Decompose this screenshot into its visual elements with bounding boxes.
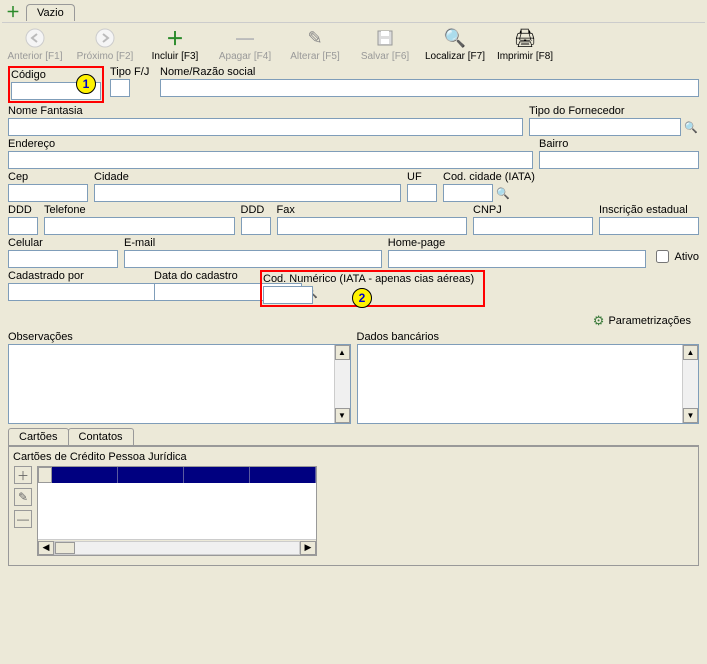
minus-icon: — [234, 27, 256, 49]
ddd1-input[interactable] [8, 217, 38, 235]
scrollbar[interactable]: ▲▼ [334, 345, 350, 423]
toolbar-localizar[interactable]: 🔍 Localizar [F7] [428, 27, 482, 62]
plus-icon: ＋ [164, 27, 186, 49]
ddd1-label: DDD [8, 204, 38, 216]
nomerazao-label: Nome/Razão social [160, 66, 699, 78]
codnumerico-label: Cod. Numérico (IATA - apenas cias aéreas… [263, 273, 482, 285]
toolbar-label: Próximo [F2] [77, 51, 134, 62]
ddd2-input[interactable] [241, 217, 271, 235]
toolbar-label: Imprimir [F8] [497, 51, 553, 62]
cep-label: Cep [8, 171, 88, 183]
dadosbancarios-textarea[interactable] [358, 345, 683, 423]
uf-input[interactable] [407, 184, 437, 202]
telefone-label: Telefone [44, 204, 235, 216]
toolbar-label: Anterior [F1] [7, 51, 62, 62]
ddd2-label: DDD [241, 204, 271, 216]
grid-remove-button[interactable]: — [14, 510, 32, 528]
bairro-input[interactable] [539, 151, 699, 169]
badge-1: 1 [76, 74, 96, 94]
print-icon: 🖨 [514, 27, 536, 49]
toolbar-label: Alterar [F5] [290, 51, 339, 62]
tipofj-label: Tipo F/J [110, 66, 154, 78]
email-label: E-mail [124, 237, 382, 249]
toolbar-salvar: Salvar [F6] [358, 27, 412, 62]
datacadastro-label: Data do cadastro [154, 270, 254, 282]
dadosbancarios-label: Dados bancários [357, 331, 700, 343]
tipofornecedor-label: Tipo do Fornecedor [529, 105, 699, 117]
toolbar-proximo: Próximo [F2] [78, 27, 132, 62]
toolbar-apagar: — Apagar [F4] [218, 27, 272, 62]
save-icon [374, 27, 396, 49]
codcidadeiata-input[interactable] [443, 184, 493, 202]
codcidadeiata-label: Cod. cidade (IATA) [443, 171, 563, 183]
subtab-contatos[interactable]: Contatos [68, 428, 134, 445]
toolbar-label: Salvar [F6] [361, 51, 409, 62]
homepage-label: Home-page [388, 237, 646, 249]
edit-icon: ✎ [304, 27, 326, 49]
add-tab-icon[interactable]: ＋ [6, 2, 20, 22]
search-icon[interactable]: 🔍 [495, 185, 511, 201]
homepage-input[interactable] [388, 250, 646, 268]
cadastradopor-input[interactable] [8, 283, 156, 301]
toolbar-anterior: Anterior [F1] [8, 27, 62, 62]
parametrizacoes-link[interactable]: Parametrizações [608, 315, 691, 327]
tipofornecedor-input[interactable] [529, 118, 681, 136]
badge-2: 2 [352, 288, 372, 308]
grid-title: Cartões de Crédito Pessoa Jurídica [13, 451, 694, 463]
back-icon [24, 27, 46, 49]
cnpj-input[interactable] [473, 217, 593, 235]
grid-header [38, 467, 316, 483]
email-input[interactable] [124, 250, 382, 268]
tipofj-input[interactable] [110, 79, 130, 97]
cnpj-label: CNPJ [473, 204, 593, 216]
scrollbar[interactable]: ▲▼ [682, 345, 698, 423]
observacoes-textarea[interactable] [9, 345, 334, 423]
ativo-checkbox[interactable] [656, 250, 669, 263]
fax-input[interactable] [277, 217, 468, 235]
cidade-input[interactable] [94, 184, 401, 202]
search-icon: 🔍 [444, 27, 466, 49]
forward-icon [94, 27, 116, 49]
gear-icon [593, 313, 605, 329]
uf-label: UF [407, 171, 437, 183]
toolbar-alterar: ✎ Alterar [F5] [288, 27, 342, 62]
celular-label: Celular [8, 237, 118, 249]
cidade-label: Cidade [94, 171, 401, 183]
toolbar-label: Incluir [F3] [152, 51, 199, 62]
toolbar: Anterior [F1] Próximo [F2] ＋ Incluir [F3… [2, 22, 705, 62]
nomefantasia-input[interactable] [8, 118, 523, 136]
toolbar-label: Apagar [F4] [219, 51, 271, 62]
subtab-cartoes[interactable]: Cartões [8, 428, 69, 445]
toolbar-label: Localizar [F7] [425, 51, 485, 62]
cep-input[interactable] [8, 184, 88, 202]
toolbar-incluir[interactable]: ＋ Incluir [F3] [148, 27, 202, 62]
ativo-label: Ativo [675, 251, 699, 263]
toolbar-imprimir[interactable]: 🖨 Imprimir [F8] [498, 27, 552, 62]
grid-panel: Cartões de Crédito Pessoa Jurídica ＋ ✎ —… [8, 446, 699, 566]
grid-add-button[interactable]: ＋ [14, 466, 32, 484]
endereco-label: Endereço [8, 138, 533, 150]
search-icon[interactable]: 🔍 [683, 119, 699, 135]
endereco-input[interactable] [8, 151, 533, 169]
horizontal-scrollbar[interactable]: ◀ ▶ [38, 539, 316, 555]
grid-edit-button[interactable]: ✎ [14, 488, 32, 506]
grid-table[interactable]: ◀ ▶ [37, 466, 317, 556]
inscricao-label: Inscrição estadual [599, 204, 699, 216]
codnumerico-input[interactable] [263, 286, 313, 304]
nomerazao-input[interactable] [160, 79, 699, 97]
inscricao-input[interactable] [599, 217, 699, 235]
fax-label: Fax [277, 204, 468, 216]
celular-input[interactable] [8, 250, 118, 268]
tab-vazio[interactable]: Vazio [26, 4, 75, 21]
observacoes-label: Observações [8, 331, 351, 343]
nomefantasia-label: Nome Fantasia [8, 105, 523, 117]
telefone-input[interactable] [44, 217, 235, 235]
cadastradopor-label: Cadastrado por [8, 270, 148, 282]
bairro-label: Bairro [539, 138, 699, 150]
